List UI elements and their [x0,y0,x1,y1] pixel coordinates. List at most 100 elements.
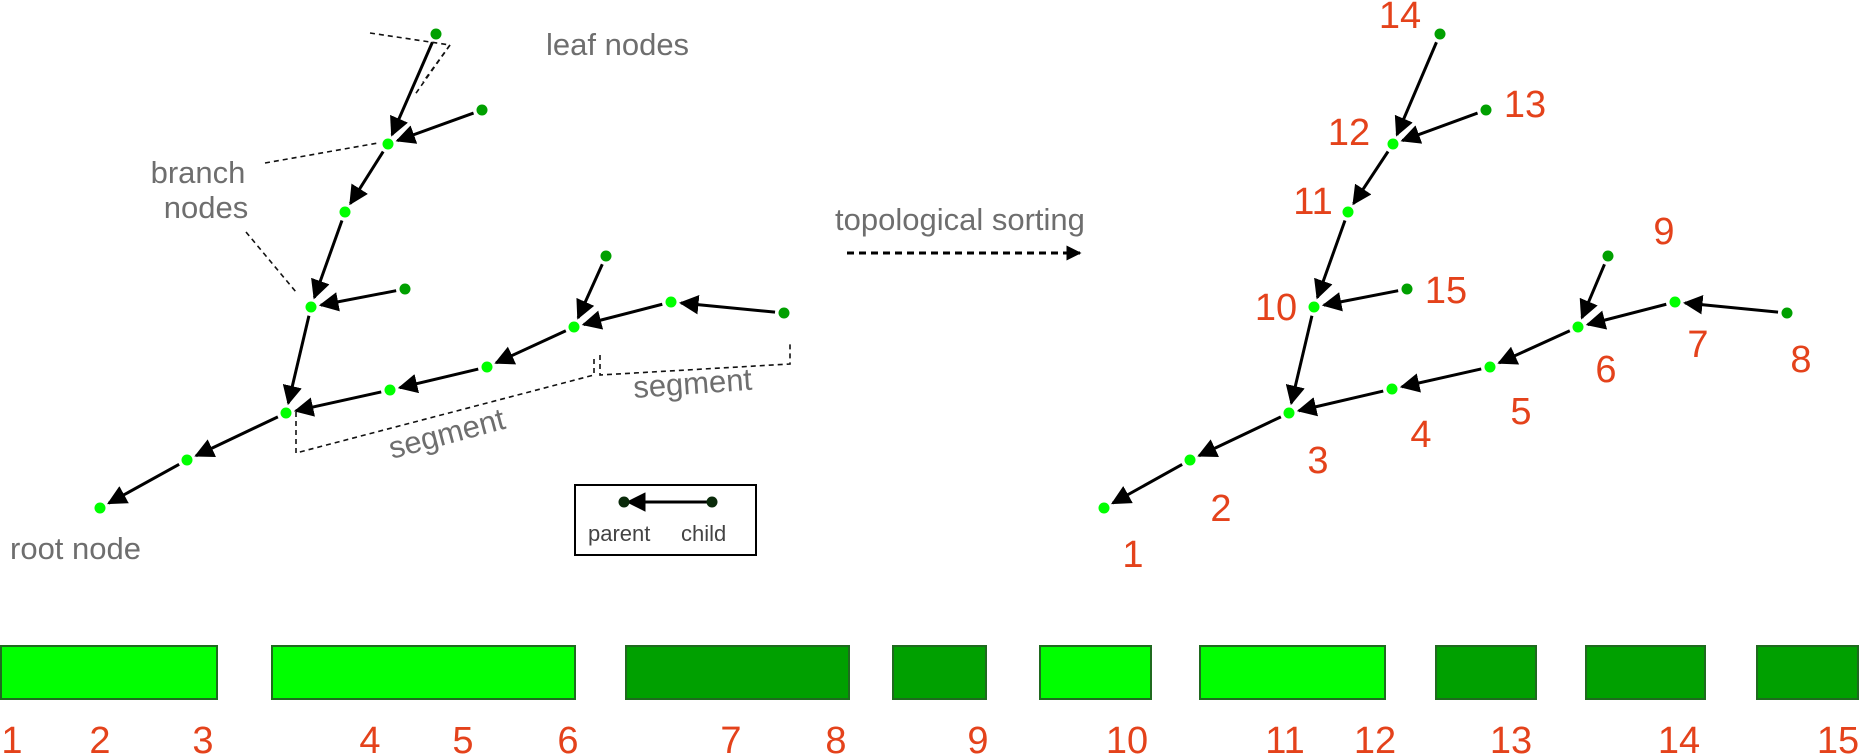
left-edge-10-to-3 [282,315,311,406]
memory-index-9: 9 [967,720,988,756]
memory-index-15: 15 [1817,720,1859,756]
right-node-13-leaf [1480,104,1492,116]
memory-index-14: 14 [1658,720,1700,756]
sorted-node-number-5: 5 [1510,391,1531,433]
memory-block-10 [1039,645,1152,700]
left-tree-edges [107,41,776,505]
leaf-nodes-label: leaf nodes [546,27,689,62]
right-edge-12-to-11 [1352,150,1390,206]
legend-parent-dot [618,496,630,508]
memory-block-13 [1435,645,1537,700]
left-edge-9-to-6 [576,263,604,320]
right-node-1-branch [1098,502,1110,514]
left-edge-8-to-7 [679,294,776,315]
right-node-9-leaf [1602,250,1614,262]
right-node-6-branch [1572,321,1584,333]
memory-index-7: 7 [720,720,741,756]
legend-child-label: child [681,521,726,546]
sorted-node-number-12: 12 [1328,112,1370,154]
topological-sorting-label: topological sorting [835,202,1085,237]
left-node-8-leaf [778,307,790,319]
right-edge-6-to-5 [1497,329,1571,365]
left-node-2-branch [181,454,193,466]
root-node-label: root node [10,531,141,566]
left-edge-6-to-5 [494,329,567,365]
sorted-node-number-2: 2 [1210,488,1231,530]
sorted-node-number-6: 6 [1595,349,1616,391]
memory-block-15 [1756,645,1859,700]
sorted-node-number-8: 8 [1790,339,1811,381]
left-edge-3-to-2 [194,415,279,458]
memory-index-11: 11 [1265,720,1304,756]
branch-label-leader-2 [245,231,297,293]
right-tree-nodes [1098,28,1793,514]
right-edge-15-to-10 [1321,289,1399,312]
right-node-8-leaf [1781,307,1793,319]
branch-label-leader [264,142,379,164]
right-edge-14-to-12 [1394,41,1438,137]
memory-block-11-12 [1199,645,1386,700]
right-node-3-branch [1283,407,1295,419]
left-edge-4-to-3 [293,390,382,417]
sorted-node-number-1: 1 [1122,534,1143,576]
memory-index-2: 2 [89,720,110,756]
legend-parent-label: parent [588,521,650,546]
right-tree-edges [1111,41,1779,505]
left-node-1-branch [94,502,106,514]
right-edge-4-to-3 [1296,389,1384,417]
left-edge-12-to-11 [349,150,385,206]
left-node-5-branch [481,361,493,373]
sorted-node-number-4: 4 [1410,414,1431,456]
left-edge-13-to-12 [395,111,475,144]
sorted-node-number-3: 3 [1307,440,1328,482]
left-edge-11-to-10 [311,219,344,300]
right-edge-8-to-7 [1683,294,1779,315]
left-node-6-branch [568,321,580,333]
left-node-3-branch [280,407,292,419]
memory-index-1: 1 [1,720,22,756]
right-node-4-branch [1386,383,1398,395]
right-edge-10-to-3 [1285,315,1314,406]
right-node-11-branch [1342,206,1354,218]
segment-label-2: segment [632,362,753,405]
memory-index-12: 12 [1354,720,1396,756]
left-edge-15-to-10 [318,289,397,312]
memory-block-4-6 [271,645,576,700]
memory-layout-blocks [0,645,1859,700]
legend-child-dot [706,496,718,508]
leaf-label-leader [369,32,452,83]
right-node-14-leaf [1434,28,1446,40]
memory-index-13: 13 [1490,720,1532,756]
left-node-9-leaf [600,250,612,262]
left-node-7-branch [665,296,677,308]
right-edge-2-to-1 [1111,463,1183,505]
left-node-12-branch [382,138,394,150]
right-node-7-branch [1669,296,1681,308]
memory-index-6: 6 [557,720,578,756]
left-edge-5-to-4 [397,367,479,394]
sorted-node-number-15: 15 [1425,270,1467,312]
right-edge-5-to-4 [1399,367,1482,393]
right-node-15-leaf [1401,283,1413,295]
memory-block-14 [1585,645,1706,700]
leaf-label-leader-2 [413,44,451,97]
memory-index-8: 8 [825,720,846,756]
unsorted-tree: leaf nodes branch nodes root node segmen… [10,27,791,566]
memory-index-3: 3 [192,720,213,756]
right-node-5-branch [1484,361,1496,373]
left-node-14-leaf [430,28,442,40]
right-edge-9-to-6 [1579,263,1606,320]
memory-index-10: 10 [1106,720,1148,756]
memory-index-4: 4 [359,720,380,756]
legend-box [574,484,757,556]
left-edge-14-to-12 [390,41,434,137]
branch-label: branch [151,155,246,190]
memory-block-7-8 [625,645,850,700]
right-edge-3-to-2 [1197,415,1282,458]
left-node-11-branch [339,206,351,218]
left-edge-7-to-6 [581,302,663,330]
sorted-node-number-14: 14 [1379,0,1421,37]
left-node-4-branch [384,384,396,396]
